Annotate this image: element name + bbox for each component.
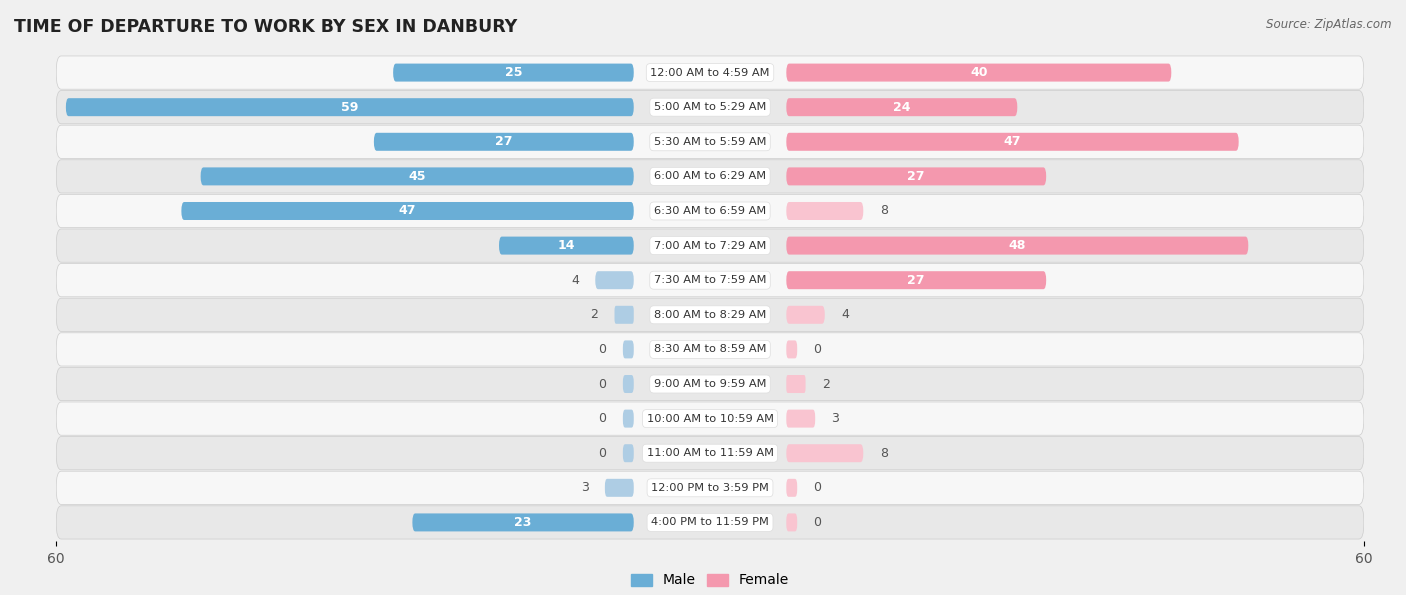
FancyBboxPatch shape [56, 56, 1364, 89]
FancyBboxPatch shape [56, 471, 1364, 505]
Text: 2: 2 [591, 308, 598, 321]
Text: 45: 45 [408, 170, 426, 183]
Text: 27: 27 [907, 274, 925, 287]
Text: 8: 8 [880, 447, 887, 460]
FancyBboxPatch shape [595, 271, 634, 289]
FancyBboxPatch shape [786, 513, 797, 531]
Text: 9:00 AM to 9:59 AM: 9:00 AM to 9:59 AM [654, 379, 766, 389]
FancyBboxPatch shape [56, 160, 1364, 193]
Text: 23: 23 [515, 516, 531, 529]
Text: 10:00 AM to 10:59 AM: 10:00 AM to 10:59 AM [647, 414, 773, 424]
FancyBboxPatch shape [786, 306, 825, 324]
FancyBboxPatch shape [56, 402, 1364, 435]
FancyBboxPatch shape [786, 375, 806, 393]
Text: 8:30 AM to 8:59 AM: 8:30 AM to 8:59 AM [654, 345, 766, 355]
Text: 48: 48 [1008, 239, 1026, 252]
Text: 27: 27 [907, 170, 925, 183]
FancyBboxPatch shape [786, 271, 1046, 289]
Text: 0: 0 [599, 412, 606, 425]
FancyBboxPatch shape [623, 409, 634, 428]
Text: 0: 0 [814, 481, 821, 494]
FancyBboxPatch shape [56, 298, 1364, 331]
Text: 11:00 AM to 11:59 AM: 11:00 AM to 11:59 AM [647, 448, 773, 458]
Text: 27: 27 [495, 135, 513, 148]
Text: 7:00 AM to 7:29 AM: 7:00 AM to 7:29 AM [654, 240, 766, 250]
Text: 14: 14 [558, 239, 575, 252]
Text: 4: 4 [841, 308, 849, 321]
FancyBboxPatch shape [181, 202, 634, 220]
FancyBboxPatch shape [56, 437, 1364, 470]
FancyBboxPatch shape [786, 237, 1249, 255]
Text: 3: 3 [831, 412, 839, 425]
Text: 8: 8 [880, 205, 887, 218]
Text: TIME OF DEPARTURE TO WORK BY SEX IN DANBURY: TIME OF DEPARTURE TO WORK BY SEX IN DANB… [14, 18, 517, 36]
FancyBboxPatch shape [374, 133, 634, 151]
Text: 0: 0 [599, 447, 606, 460]
FancyBboxPatch shape [786, 340, 797, 358]
FancyBboxPatch shape [786, 64, 1171, 82]
FancyBboxPatch shape [56, 264, 1364, 297]
Text: 6:00 AM to 6:29 AM: 6:00 AM to 6:29 AM [654, 171, 766, 181]
Text: 5:30 AM to 5:59 AM: 5:30 AM to 5:59 AM [654, 137, 766, 147]
FancyBboxPatch shape [786, 479, 797, 497]
Text: 4: 4 [571, 274, 579, 287]
Text: 3: 3 [581, 481, 589, 494]
FancyBboxPatch shape [623, 444, 634, 462]
Text: 8:00 AM to 8:29 AM: 8:00 AM to 8:29 AM [654, 310, 766, 320]
FancyBboxPatch shape [786, 98, 1018, 116]
Text: 47: 47 [1004, 135, 1021, 148]
FancyBboxPatch shape [394, 64, 634, 82]
Text: 7:30 AM to 7:59 AM: 7:30 AM to 7:59 AM [654, 275, 766, 285]
FancyBboxPatch shape [499, 237, 634, 255]
FancyBboxPatch shape [605, 479, 634, 497]
FancyBboxPatch shape [56, 195, 1364, 228]
Text: 2: 2 [823, 377, 830, 390]
Legend: Male, Female: Male, Female [626, 568, 794, 593]
FancyBboxPatch shape [786, 167, 1046, 186]
Text: 5:00 AM to 5:29 AM: 5:00 AM to 5:29 AM [654, 102, 766, 112]
FancyBboxPatch shape [56, 506, 1364, 539]
Text: 6:30 AM to 6:59 AM: 6:30 AM to 6:59 AM [654, 206, 766, 216]
FancyBboxPatch shape [66, 98, 634, 116]
Text: 59: 59 [342, 101, 359, 114]
Text: 24: 24 [893, 101, 911, 114]
Text: 25: 25 [505, 66, 522, 79]
Text: 0: 0 [599, 343, 606, 356]
FancyBboxPatch shape [786, 133, 1239, 151]
FancyBboxPatch shape [56, 367, 1364, 400]
Text: 12:00 AM to 4:59 AM: 12:00 AM to 4:59 AM [651, 68, 769, 77]
FancyBboxPatch shape [56, 229, 1364, 262]
FancyBboxPatch shape [56, 125, 1364, 158]
Text: 47: 47 [399, 205, 416, 218]
FancyBboxPatch shape [786, 409, 815, 428]
FancyBboxPatch shape [623, 375, 634, 393]
Text: 40: 40 [970, 66, 987, 79]
Text: 0: 0 [599, 377, 606, 390]
Text: 0: 0 [814, 343, 821, 356]
FancyBboxPatch shape [623, 340, 634, 358]
FancyBboxPatch shape [412, 513, 634, 531]
FancyBboxPatch shape [614, 306, 634, 324]
Text: 12:00 PM to 3:59 PM: 12:00 PM to 3:59 PM [651, 483, 769, 493]
FancyBboxPatch shape [56, 90, 1364, 124]
Text: 0: 0 [814, 516, 821, 529]
Text: 4:00 PM to 11:59 PM: 4:00 PM to 11:59 PM [651, 518, 769, 527]
Text: Source: ZipAtlas.com: Source: ZipAtlas.com [1267, 18, 1392, 31]
FancyBboxPatch shape [786, 444, 863, 462]
FancyBboxPatch shape [201, 167, 634, 186]
FancyBboxPatch shape [56, 333, 1364, 366]
FancyBboxPatch shape [786, 202, 863, 220]
